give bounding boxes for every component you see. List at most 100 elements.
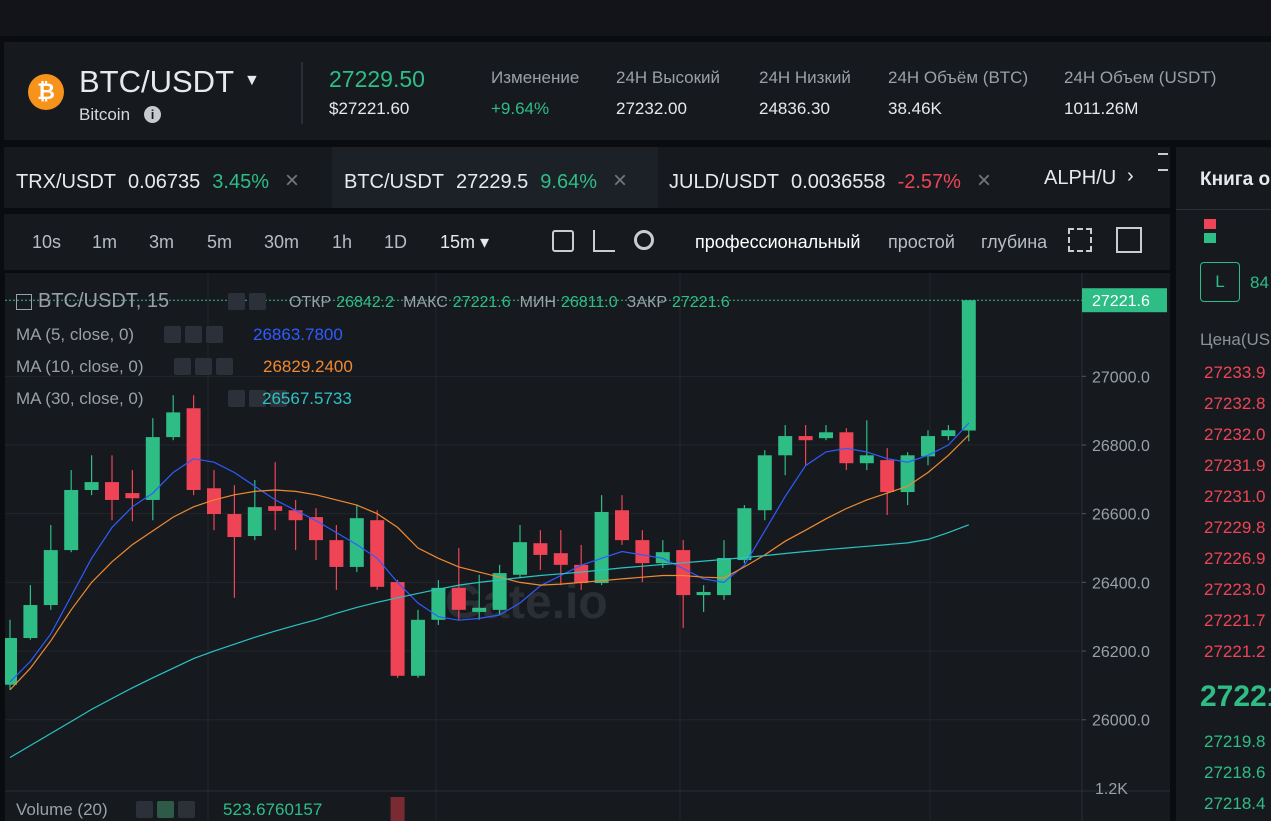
leverage-button[interactable]: L: [1200, 262, 1240, 302]
pair-dropdown[interactable]: ▼: [244, 72, 260, 89]
ma-icon: [164, 326, 181, 344]
interval[interactable]: 10s: [32, 232, 62, 252]
ma-icons: [174, 358, 237, 376]
tab[interactable]: BTC/USDT 27229.5 9.64% ×: [344, 167, 627, 195]
candle-body: [268, 506, 283, 511]
candle-icon[interactable]: [552, 230, 574, 252]
candle-body: [717, 557, 731, 596]
layout-icon[interactable]: [1116, 227, 1142, 253]
ma-icon: [228, 390, 245, 408]
candle-body: [390, 582, 405, 676]
settings-icon[interactable]: [634, 230, 654, 250]
candle-body: [961, 300, 976, 431]
tabs-menu[interactable]: [1158, 153, 1168, 171]
tab-price: 0.0036558: [791, 171, 886, 193]
coin-name: Bitcoin: [79, 105, 131, 124]
bid-price: 27218.4: [1204, 794, 1266, 813]
interval[interactable]: 1D: [384, 232, 408, 252]
candle-body: [533, 543, 548, 555]
view-option[interactable]: простой: [888, 232, 955, 252]
chart: 26000.0 26200.0 26400.0 26600.0 26800.0 27000…: [5, 273, 1170, 821]
ma-name: MA (10, close, 0): [16, 357, 144, 376]
fullscreen-icon[interactable]: [1068, 228, 1092, 252]
header: ₿ BTC/USDT ▼ Bitcoin i 27229.50 $27221.6…: [4, 42, 1271, 140]
ask-price: 27221.2: [1204, 642, 1266, 661]
interval[interactable]: 3m: [149, 232, 175, 252]
book-mode-icon-2[interactable]: [1204, 233, 1216, 243]
view-option[interactable]: глубина: [981, 232, 1048, 252]
candle-body: [900, 455, 915, 493]
book-last-price: 27221.6: [1200, 680, 1271, 713]
candle-body: [594, 511, 609, 584]
y-tick-label: 26800.0: [1092, 438, 1150, 455]
candle-body: [676, 550, 691, 596]
candle-body: [839, 432, 854, 464]
ma-icon: [206, 326, 223, 344]
candle-body: [778, 436, 793, 456]
top-bar: [0, 0, 1271, 36]
interval[interactable]: 5m: [207, 232, 233, 252]
pair[interactable]: BTC/USDT: [79, 64, 234, 99]
ohlc-label: МИН: [519, 294, 556, 311]
stat-value: 38.46K: [888, 99, 942, 118]
stat-label: 24H Объем (USDT): [1064, 68, 1217, 87]
interval[interactable]: 1h: [332, 232, 353, 252]
order-book: Книга о L 84 Цена(USDT) 27221.6 27233.9 2…: [1176, 147, 1271, 821]
tab[interactable]: ALPH/U: [1044, 167, 1116, 190]
toolbar: 15m ▾ 10s 1m 3m 5m 30m 1h 1D профессиональный пр…: [4, 214, 1170, 270]
info-icon[interactable]: i: [144, 106, 161, 123]
ask-price: 27223.0: [1204, 580, 1266, 599]
candle-body: [921, 436, 935, 457]
btc-icon: ₿: [28, 74, 64, 110]
tab-pair: TRX/USDT: [16, 171, 116, 193]
ohlc-value: 27221.6: [671, 294, 730, 311]
candle-body: [451, 587, 466, 610]
volume-bar: [390, 797, 405, 821]
tabs-next[interactable]: ›: [1127, 165, 1134, 187]
candle-body: [288, 510, 303, 521]
interval-selected[interactable]: 15m ▾: [440, 232, 490, 252]
candle-body: [635, 540, 650, 564]
candle-body: [145, 437, 160, 500]
candle-body: [186, 408, 201, 490]
stat-value: 27232.00: [616, 99, 687, 118]
tab-change: -2.57%: [897, 171, 961, 193]
tab-change: 3.45%: [212, 171, 270, 193]
stat-value: 24836.30: [759, 99, 830, 118]
ohlc-legend: ОТКР 26842.2 МАКС 27221.6 МИН 26811.0 ЗАКР 2722…: [289, 294, 739, 312]
interval-selected-text: 15m: [440, 232, 476, 252]
volume-tick: 1.2K: [1095, 781, 1128, 798]
tab-close: ×: [613, 167, 628, 194]
active-tab-bg: [332, 147, 658, 208]
tab[interactable]: JULD/USDT 0.0036558 -2.57% ×: [669, 167, 991, 195]
tab-pair: JULD/USDT: [669, 171, 780, 193]
ma-icon: [195, 358, 212, 376]
candle-body: [105, 482, 119, 500]
candle-body: [125, 493, 140, 499]
tab-change: 9.64%: [540, 171, 598, 193]
chart-symbol: BTC/USDT, 15: [16, 290, 169, 313]
y-tick-label: 26400.0: [1092, 575, 1150, 592]
candle-body: [84, 482, 99, 490]
book-mode-icon[interactable]: [1204, 219, 1216, 229]
interval[interactable]: 30m: [264, 232, 300, 252]
candle-body: [247, 507, 262, 537]
price-tag-bg: [1082, 288, 1167, 313]
interval[interactable]: 1m: [92, 232, 118, 252]
indicator-icon[interactable]: [593, 230, 615, 252]
ma-icon: [185, 326, 202, 344]
tab[interactable]: TRX/USDT 0.06735 3.45% ×: [16, 167, 299, 195]
divider: [1176, 209, 1271, 210]
price-tag: 27221.6: [1092, 293, 1150, 310]
volume-value: 523.6760157: [223, 800, 323, 819]
ask-price: 27226.9: [1204, 549, 1266, 568]
ohlc-value: 26842.2: [336, 294, 395, 311]
ask-price: 27232.0: [1204, 425, 1266, 444]
bid-price: 27218.6: [1204, 763, 1266, 782]
watermark: Gate.io: [445, 576, 608, 629]
stat-label: 24H Объём (BTC): [888, 68, 1029, 87]
ma-line: [9, 524, 970, 759]
ma-line: [9, 422, 970, 683]
view-option[interactable]: профессиональный: [695, 232, 861, 252]
